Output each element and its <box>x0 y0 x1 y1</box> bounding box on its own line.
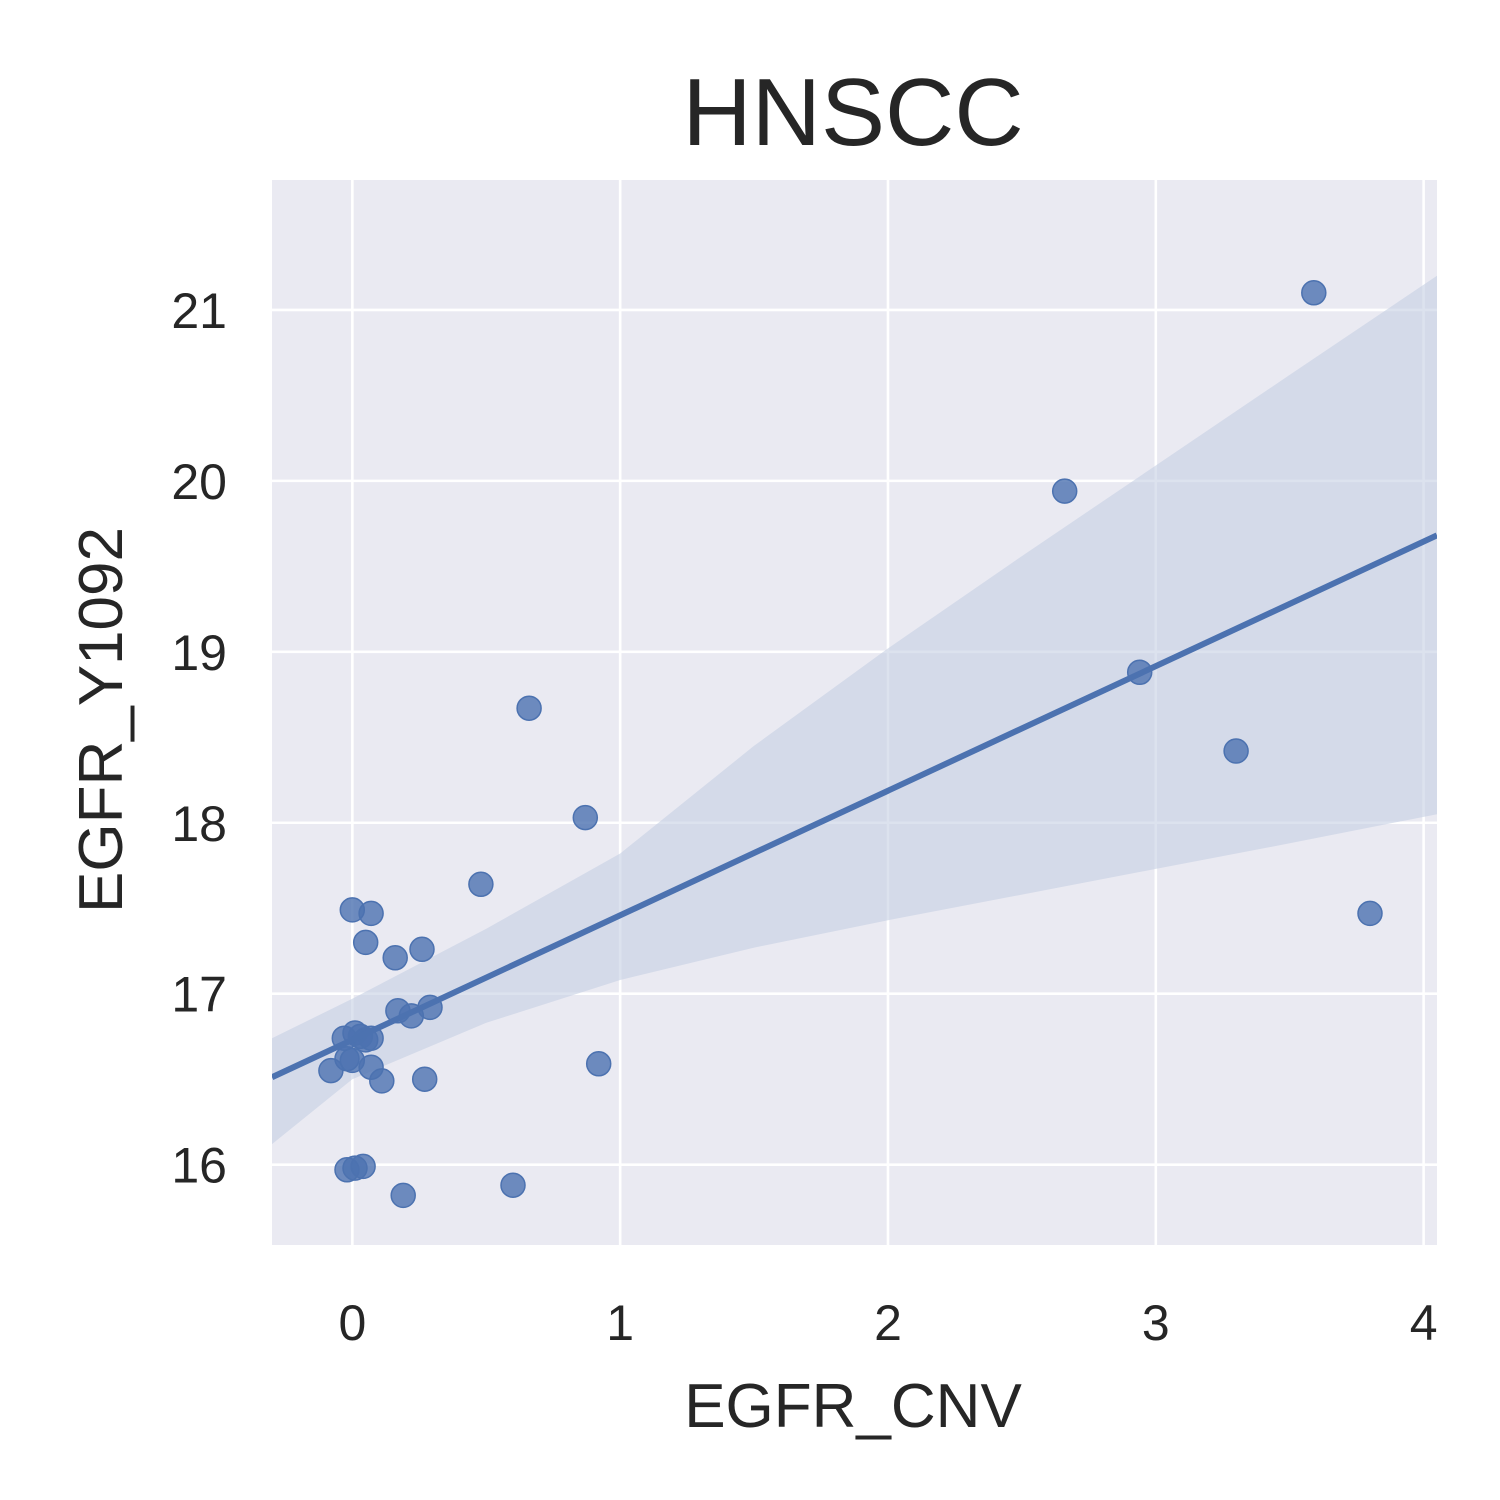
data-point <box>411 1066 438 1092</box>
data-point <box>1301 280 1327 306</box>
y-tick-label: 18 <box>171 796 227 852</box>
data-point <box>1223 738 1249 764</box>
y-tick-label: 17 <box>171 967 227 1023</box>
data-point <box>390 1182 416 1209</box>
confidence-band <box>272 275 1437 1145</box>
data-point <box>1051 478 1078 504</box>
data-point <box>369 1068 395 1094</box>
data-point <box>352 929 379 956</box>
data-point <box>1357 900 1383 927</box>
x-tick-label: 3 <box>1142 1295 1170 1351</box>
data-point <box>358 900 384 927</box>
y-axis-label: EGFR_Y1092 <box>67 527 136 913</box>
x-tick-label: 4 <box>1410 1295 1438 1351</box>
regression-line <box>272 532 1437 1080</box>
data-point <box>585 1051 612 1077</box>
data-point <box>318 1057 344 1084</box>
data-point <box>572 804 599 831</box>
data-point <box>468 871 494 898</box>
data-point <box>382 945 408 971</box>
y-tick-label: 21 <box>171 283 227 339</box>
x-tick-label: 1 <box>606 1295 634 1351</box>
y-tick-label: 16 <box>171 1138 227 1194</box>
x-tick-label: 2 <box>874 1295 902 1351</box>
x-tick-label: 0 <box>338 1295 366 1351</box>
x-axis-label: EGFR_CNV <box>684 1372 1022 1441</box>
y-tick-label: 19 <box>171 625 227 681</box>
data-point <box>500 1172 526 1198</box>
data-point <box>516 695 542 721</box>
data-point <box>409 936 435 963</box>
data-point <box>350 1153 376 1180</box>
y-tick-label: 20 <box>171 454 227 510</box>
chart-title: HNSCC <box>682 59 1023 166</box>
